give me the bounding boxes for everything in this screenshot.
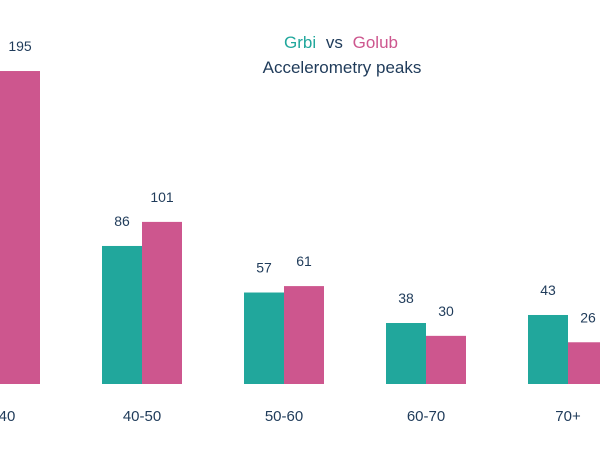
category-label: 70+ xyxy=(555,408,581,425)
bar-grbi-4 xyxy=(528,314,568,384)
bar-golub-2 xyxy=(284,286,324,384)
title-series-b: Golub xyxy=(353,33,398,52)
value-label: 101 xyxy=(150,189,174,205)
category-label: 60-70 xyxy=(407,408,445,425)
category-labels-group: 40 40-50 50-60 60-70 70+ xyxy=(0,408,581,425)
category-label: 40 xyxy=(0,408,15,425)
value-label: 57 xyxy=(256,260,272,276)
bar-grbi-2 xyxy=(244,292,284,384)
value-label: 86 xyxy=(114,213,130,229)
value-label: 38 xyxy=(398,290,414,306)
bar-grbi-3 xyxy=(386,323,426,384)
category-label: 50-60 xyxy=(265,408,303,425)
value-label: 195 xyxy=(8,38,32,54)
value-label: 61 xyxy=(296,253,312,269)
bars-group xyxy=(0,71,600,385)
value-label: 43 xyxy=(540,282,556,298)
value-label: 26 xyxy=(580,309,596,325)
title-connector: vs xyxy=(326,33,343,52)
bar-golub-4 xyxy=(568,342,600,384)
value-label: 30 xyxy=(438,303,454,319)
chart-title: Grbi vs Golub Accelerometry peaks xyxy=(263,33,422,77)
bar-grbi-1 xyxy=(102,245,142,384)
category-label: 40-50 xyxy=(123,408,161,425)
bar-golub-3 xyxy=(426,335,466,384)
bar-golub-1 xyxy=(142,221,182,384)
bar-golub-0 xyxy=(0,71,40,385)
title-series-a: Grbi xyxy=(284,33,316,52)
svg-text:Grbi vs Golub: Grbi vs Golub xyxy=(284,33,398,52)
chart-subtitle: Accelerometry peaks xyxy=(263,58,422,77)
value-labels-group: 195 86 101 57 61 38 30 43 26 xyxy=(8,38,596,325)
